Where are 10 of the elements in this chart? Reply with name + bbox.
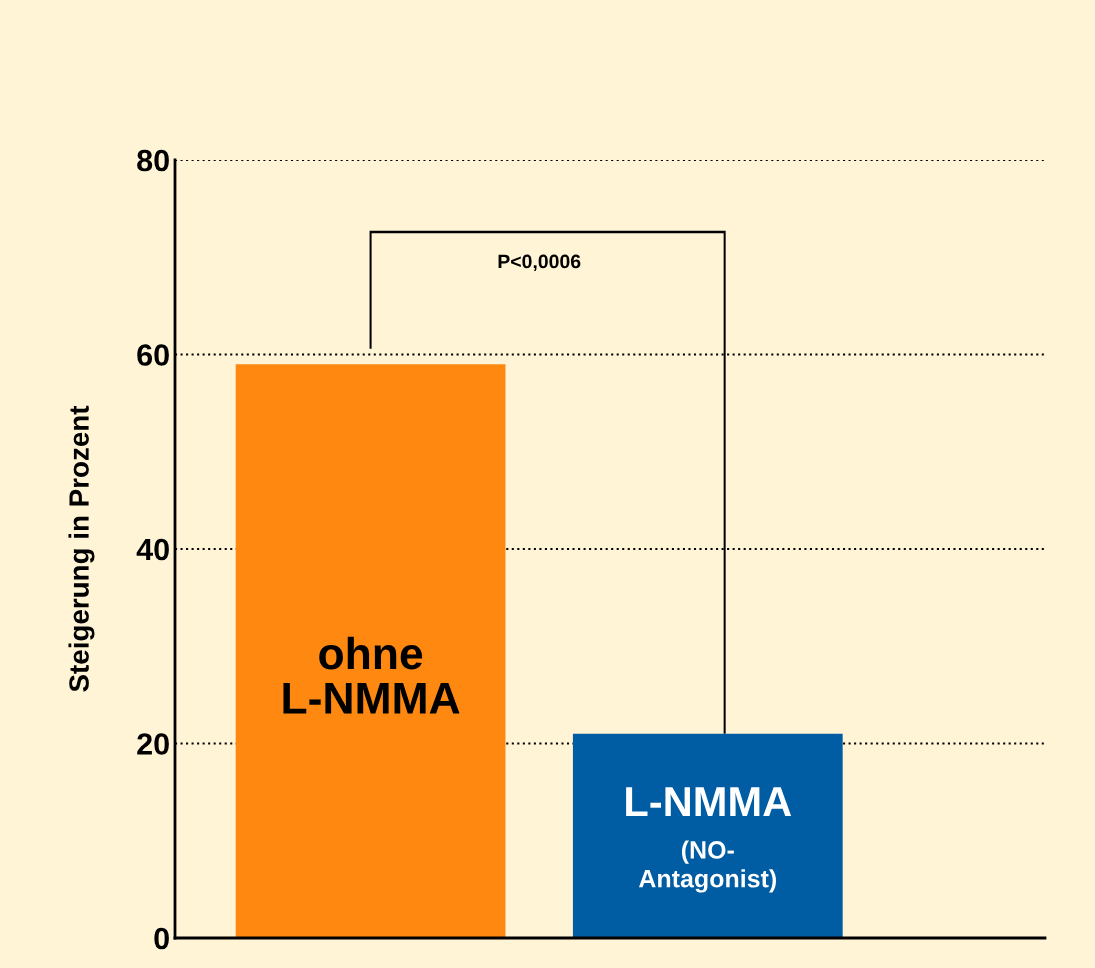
y-tick-label: 20 [137,733,169,755]
y-tick-label: 60 [137,344,169,366]
x-tick-label: L-NMMA [626,787,792,817]
annotation: P<0,0006 [498,254,581,272]
annotation: (NO- Antagonist) [638,840,776,893]
x-tick-label: ohne L-NMMA [283,636,460,714]
y-tick-label: 40 [136,538,169,561]
y-tick-label: 80 [137,149,169,172]
y-axis-title: Steigerung in Prozent [68,405,95,692]
y-tick-label: 0 [154,927,169,950]
